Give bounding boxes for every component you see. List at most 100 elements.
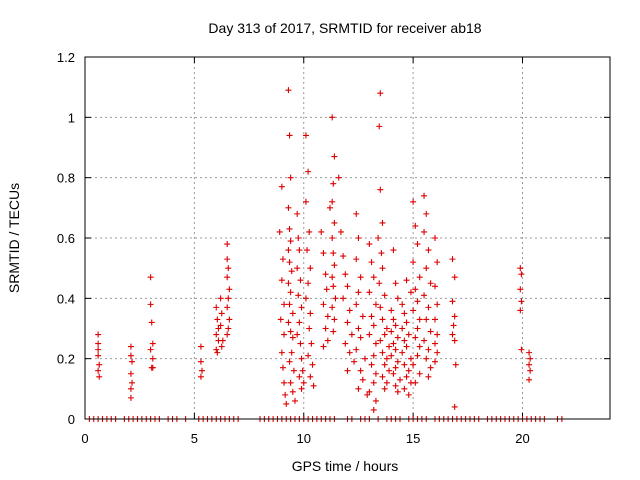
data-point (281, 379, 288, 386)
data-point (412, 222, 419, 229)
data-point (423, 316, 430, 323)
data-point (390, 370, 397, 377)
data-point (285, 319, 292, 326)
data-point (213, 304, 220, 311)
data-point (147, 346, 154, 353)
data-point (225, 295, 232, 302)
data-point (410, 198, 417, 205)
data-point (392, 280, 399, 287)
data-point (348, 331, 355, 338)
data-point (388, 307, 395, 314)
data-point (390, 340, 397, 347)
data-point (403, 373, 410, 380)
data-point (292, 397, 298, 404)
data-point (278, 183, 285, 190)
data-point (305, 280, 312, 287)
data-point (327, 204, 333, 211)
data-point (300, 379, 307, 386)
data-point (414, 325, 421, 332)
data-point (340, 295, 347, 302)
data-point (425, 247, 432, 254)
data-point (412, 334, 419, 341)
data-point (278, 349, 285, 356)
data-point (526, 376, 533, 383)
data-point (370, 322, 377, 329)
data-point (451, 313, 458, 320)
data-point (295, 235, 302, 241)
data-point (452, 361, 459, 368)
data-point (225, 265, 232, 272)
data-point (403, 319, 410, 326)
data-point (423, 265, 430, 272)
data-point (390, 247, 397, 254)
data-point (368, 313, 375, 320)
x-tick-label: 5 (191, 431, 198, 446)
data-point (286, 259, 293, 266)
data-point (377, 186, 384, 193)
data-point (149, 364, 156, 371)
data-point (383, 379, 390, 386)
data-point (329, 274, 336, 281)
data-point (217, 295, 224, 302)
data-point (414, 298, 421, 305)
data-point (383, 325, 390, 332)
data-point (527, 355, 534, 362)
data-point (355, 289, 362, 296)
data-point (392, 346, 399, 353)
data-point (214, 349, 221, 356)
data-point (401, 385, 408, 392)
data-point (287, 238, 294, 245)
data-point (322, 325, 329, 332)
data-point (434, 259, 441, 266)
data-point (370, 406, 377, 413)
data-point (297, 277, 304, 284)
data-point (309, 361, 316, 368)
data-point (394, 334, 401, 341)
data-point (372, 397, 379, 404)
y-tick-label: 1.2 (57, 50, 75, 65)
data-point (307, 265, 314, 272)
data-point (518, 271, 525, 278)
data-point (451, 337, 458, 344)
data-point (96, 361, 103, 368)
data-point (287, 174, 294, 181)
data-point (225, 325, 232, 332)
data-point (376, 280, 383, 287)
data-point (432, 316, 438, 323)
data-point (379, 349, 386, 356)
data-point (96, 373, 103, 380)
data-point (299, 367, 306, 374)
data-point (416, 370, 423, 377)
data-point (370, 379, 377, 386)
data-point (288, 349, 295, 356)
data-point (330, 328, 337, 335)
data-point (392, 322, 399, 329)
data-point (449, 331, 456, 338)
data-point (405, 331, 412, 338)
data-point (286, 225, 293, 232)
data-point (148, 319, 155, 326)
data-point (405, 391, 412, 398)
data-point (331, 316, 338, 323)
data-point (427, 364, 434, 371)
data-point (434, 349, 441, 356)
data-point (392, 382, 399, 389)
data-point (357, 367, 364, 374)
data-point (425, 373, 432, 380)
data-point (399, 301, 406, 308)
data-point (95, 352, 102, 359)
data-point (359, 313, 366, 320)
data-point (294, 210, 301, 217)
data-point (95, 331, 102, 338)
data-point (332, 295, 339, 302)
data-point (330, 283, 337, 290)
data-point (381, 361, 388, 368)
y-tick-label: 0.4 (57, 291, 75, 306)
data-point (329, 198, 336, 205)
data-point (407, 355, 414, 362)
x-tick-labels: 0 5 10 15 20 (81, 431, 529, 446)
data-point (375, 235, 382, 241)
data-point (302, 295, 309, 302)
data-point (226, 316, 233, 323)
data-point (147, 274, 154, 281)
